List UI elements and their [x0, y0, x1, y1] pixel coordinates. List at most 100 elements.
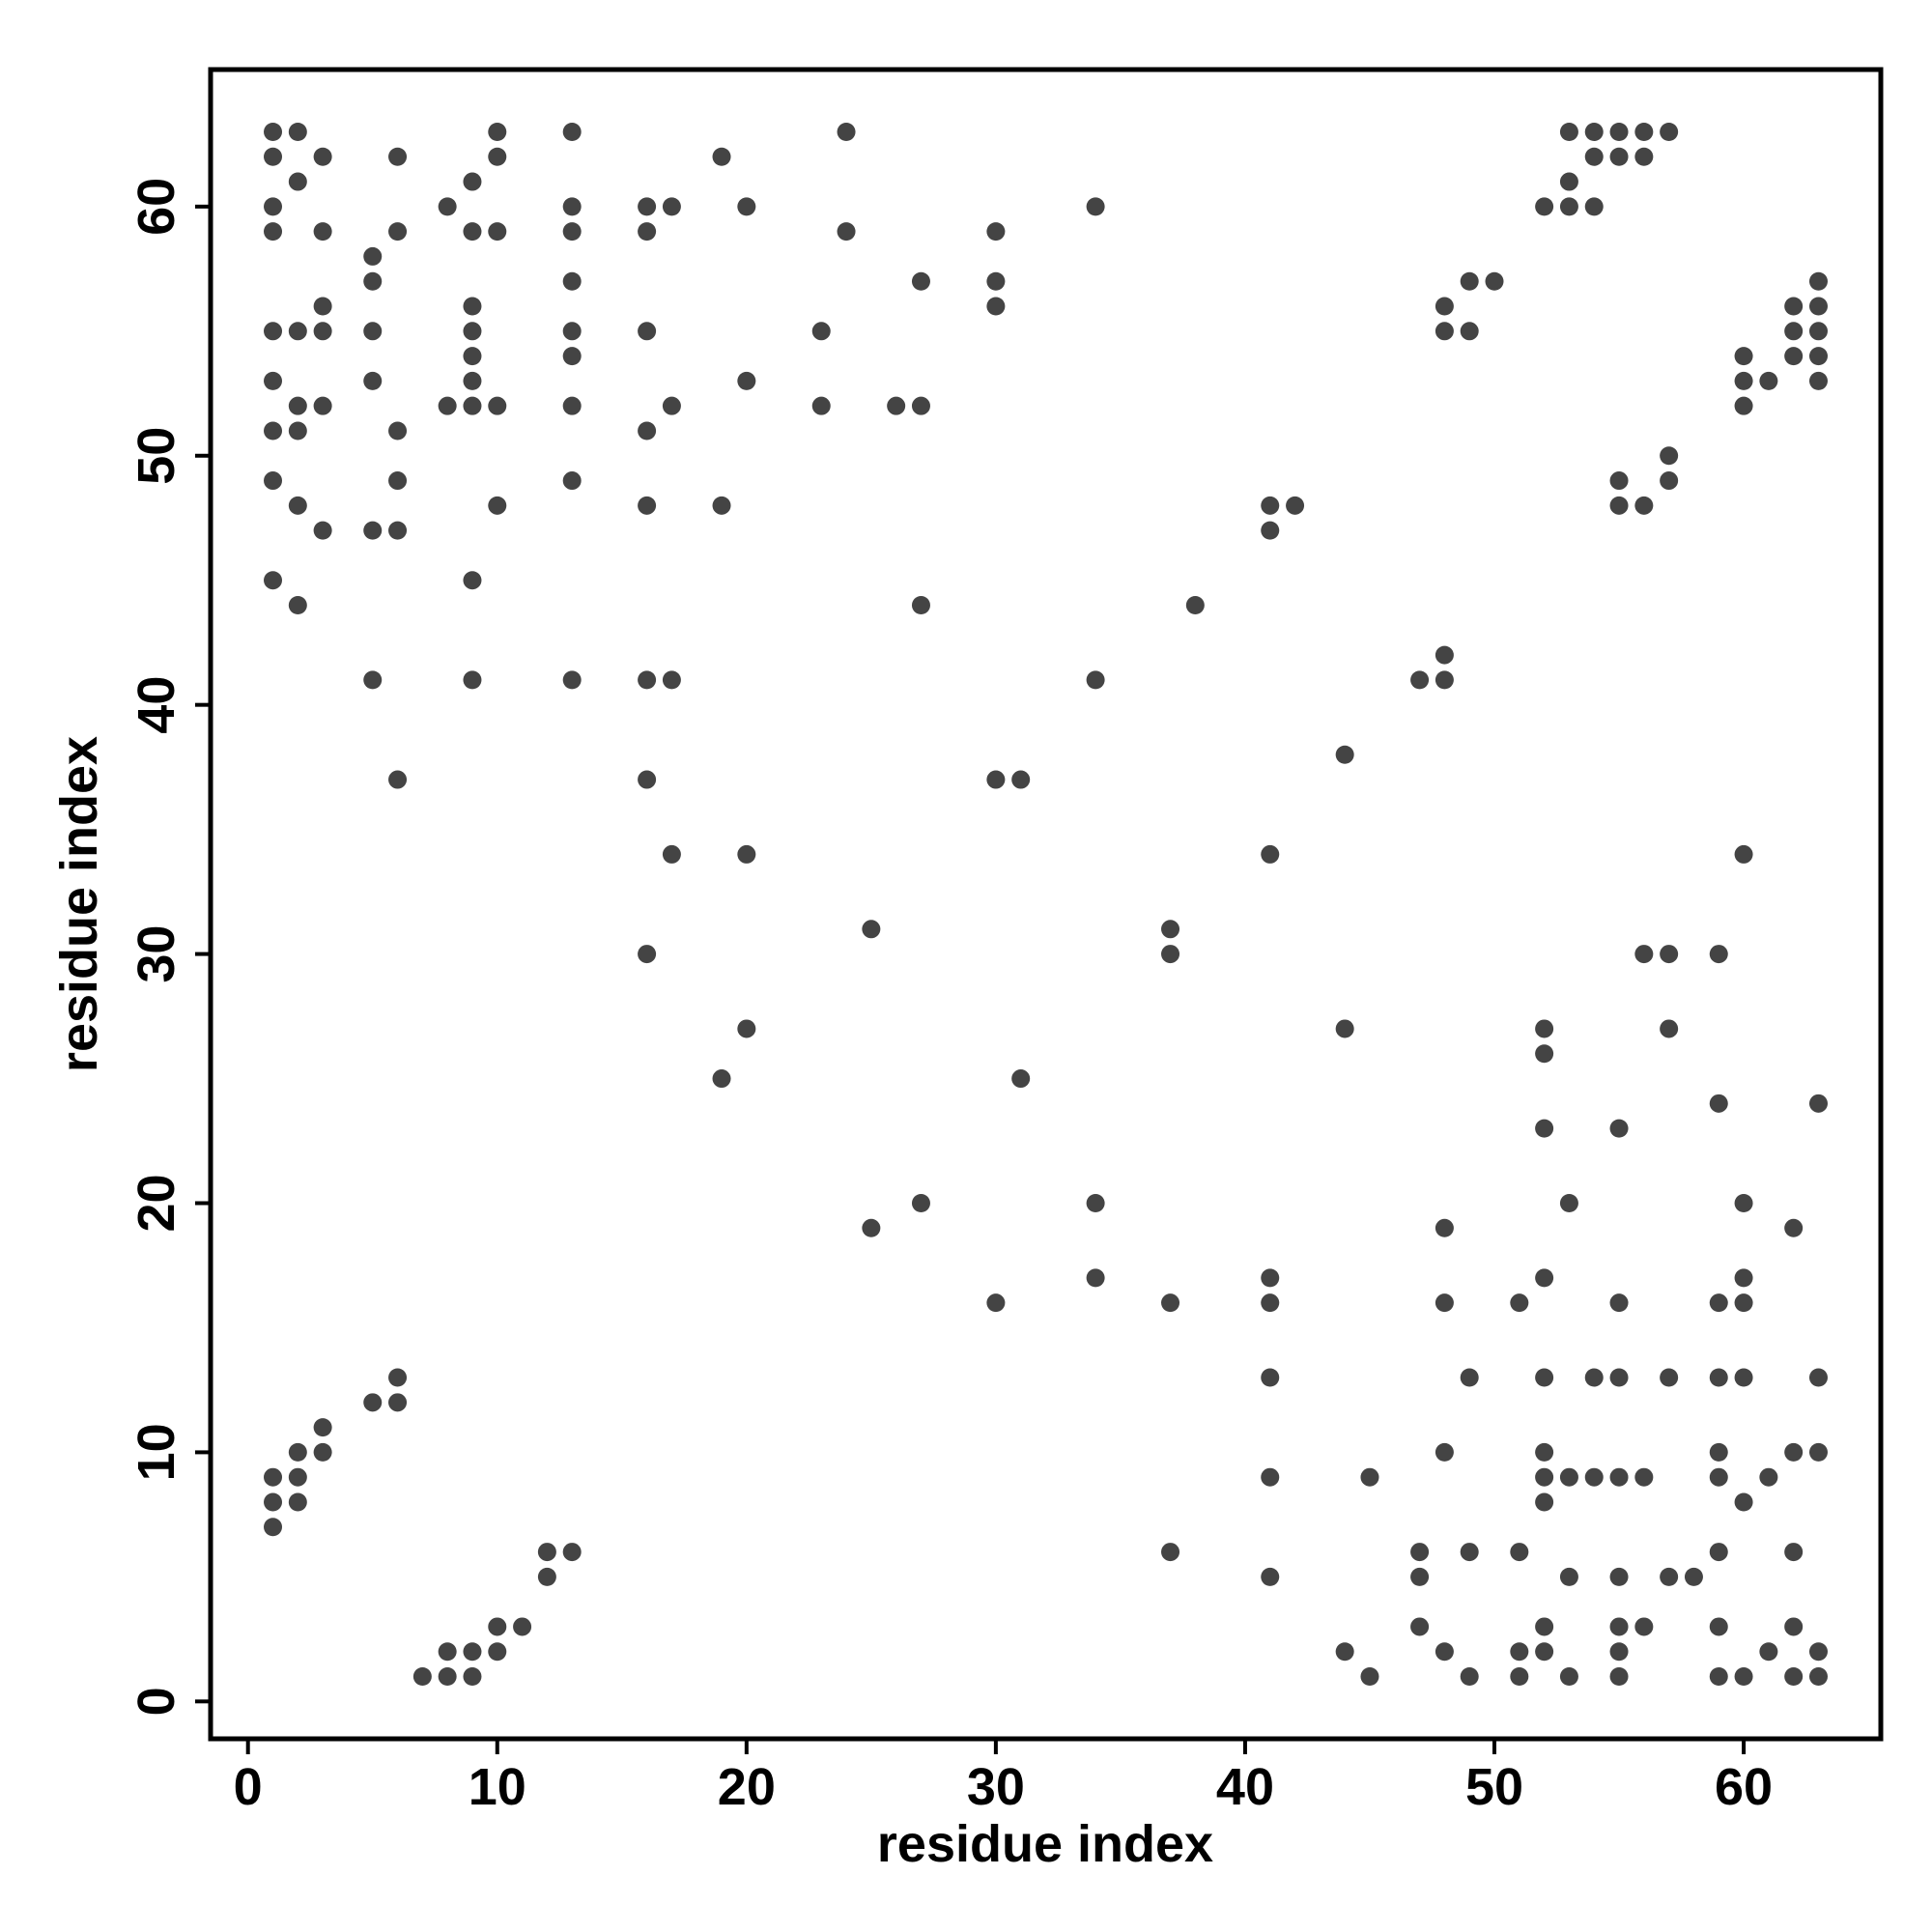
- point: [264, 1518, 283, 1537]
- point: [363, 371, 383, 390]
- point: [288, 172, 307, 191]
- point: [1734, 371, 1753, 390]
- point: [1535, 1617, 1554, 1636]
- point: [1734, 1492, 1753, 1512]
- point: [388, 770, 408, 789]
- y-tick-label: 60: [128, 178, 185, 236]
- point: [1161, 945, 1180, 964]
- point: [1584, 122, 1604, 141]
- point: [313, 322, 332, 341]
- point: [1660, 945, 1679, 964]
- point: [264, 421, 283, 440]
- point: [288, 421, 307, 440]
- point: [1535, 1467, 1554, 1487]
- point: [1360, 1667, 1379, 1687]
- point: [288, 1442, 307, 1462]
- point: [1634, 1617, 1654, 1636]
- point: [1435, 670, 1454, 690]
- point: [1535, 1044, 1554, 1064]
- x-tick-label: 10: [469, 1758, 526, 1816]
- point: [488, 147, 507, 166]
- point: [1808, 322, 1828, 341]
- point: [288, 122, 307, 141]
- point: [1709, 1467, 1728, 1487]
- point: [1535, 197, 1554, 216]
- point: [1808, 297, 1828, 316]
- x-tick-label: 50: [1465, 1758, 1523, 1816]
- point: [1584, 197, 1604, 216]
- point: [737, 844, 756, 864]
- point: [1609, 471, 1629, 491]
- point: [1734, 1368, 1753, 1387]
- point: [1734, 1193, 1753, 1212]
- point: [313, 1418, 332, 1437]
- point: [463, 1642, 482, 1662]
- point: [264, 1492, 283, 1512]
- point: [1808, 271, 1828, 291]
- x-axis-label: residue index: [877, 1815, 1213, 1873]
- point: [1584, 1368, 1604, 1387]
- point: [1410, 1567, 1430, 1586]
- point: [1784, 347, 1804, 366]
- point: [363, 1393, 383, 1412]
- point: [288, 1467, 307, 1487]
- point: [1435, 645, 1454, 665]
- point: [1410, 670, 1430, 690]
- point: [363, 670, 383, 690]
- point: [288, 322, 307, 341]
- point: [438, 1667, 457, 1687]
- point: [911, 271, 930, 291]
- point: [1559, 1567, 1578, 1586]
- y-tick-label: 0: [128, 1687, 185, 1716]
- point: [986, 1293, 1006, 1313]
- point: [288, 396, 307, 415]
- point: [737, 371, 756, 390]
- point: [1510, 1543, 1529, 1562]
- point: [1609, 1293, 1629, 1313]
- point: [313, 521, 332, 540]
- point: [513, 1617, 532, 1636]
- point: [638, 770, 657, 789]
- point: [1709, 945, 1728, 964]
- point: [638, 222, 657, 242]
- point: [1086, 197, 1105, 216]
- point: [1634, 122, 1654, 141]
- point: [562, 670, 582, 690]
- point: [1435, 1218, 1454, 1237]
- point: [463, 670, 482, 690]
- point: [1784, 1617, 1804, 1636]
- point: [1261, 1268, 1280, 1288]
- point: [1609, 1467, 1629, 1487]
- point: [1161, 1293, 1180, 1313]
- point: [1609, 1368, 1629, 1387]
- point: [638, 496, 657, 515]
- point: [1460, 1667, 1479, 1687]
- point: [388, 471, 408, 491]
- point: [1808, 1368, 1828, 1387]
- point: [1261, 1567, 1280, 1586]
- point: [1510, 1667, 1529, 1687]
- point: [388, 1368, 408, 1387]
- point: [1161, 920, 1180, 939]
- point: [1759, 371, 1778, 390]
- point: [313, 396, 332, 415]
- point: [264, 571, 283, 590]
- point: [1584, 1467, 1604, 1487]
- y-tick-label: 30: [128, 925, 185, 983]
- point: [1559, 1467, 1578, 1487]
- point: [1435, 1642, 1454, 1662]
- point: [1261, 496, 1280, 515]
- point: [1086, 1268, 1105, 1288]
- point: [1559, 197, 1578, 216]
- point: [463, 371, 482, 390]
- point: [1011, 770, 1031, 789]
- point: [463, 222, 482, 242]
- point: [1660, 1368, 1679, 1387]
- point: [1435, 297, 1454, 316]
- point: [1609, 496, 1629, 515]
- point: [986, 222, 1006, 242]
- point: [1185, 596, 1205, 615]
- point: [1808, 1642, 1828, 1662]
- point: [264, 322, 283, 341]
